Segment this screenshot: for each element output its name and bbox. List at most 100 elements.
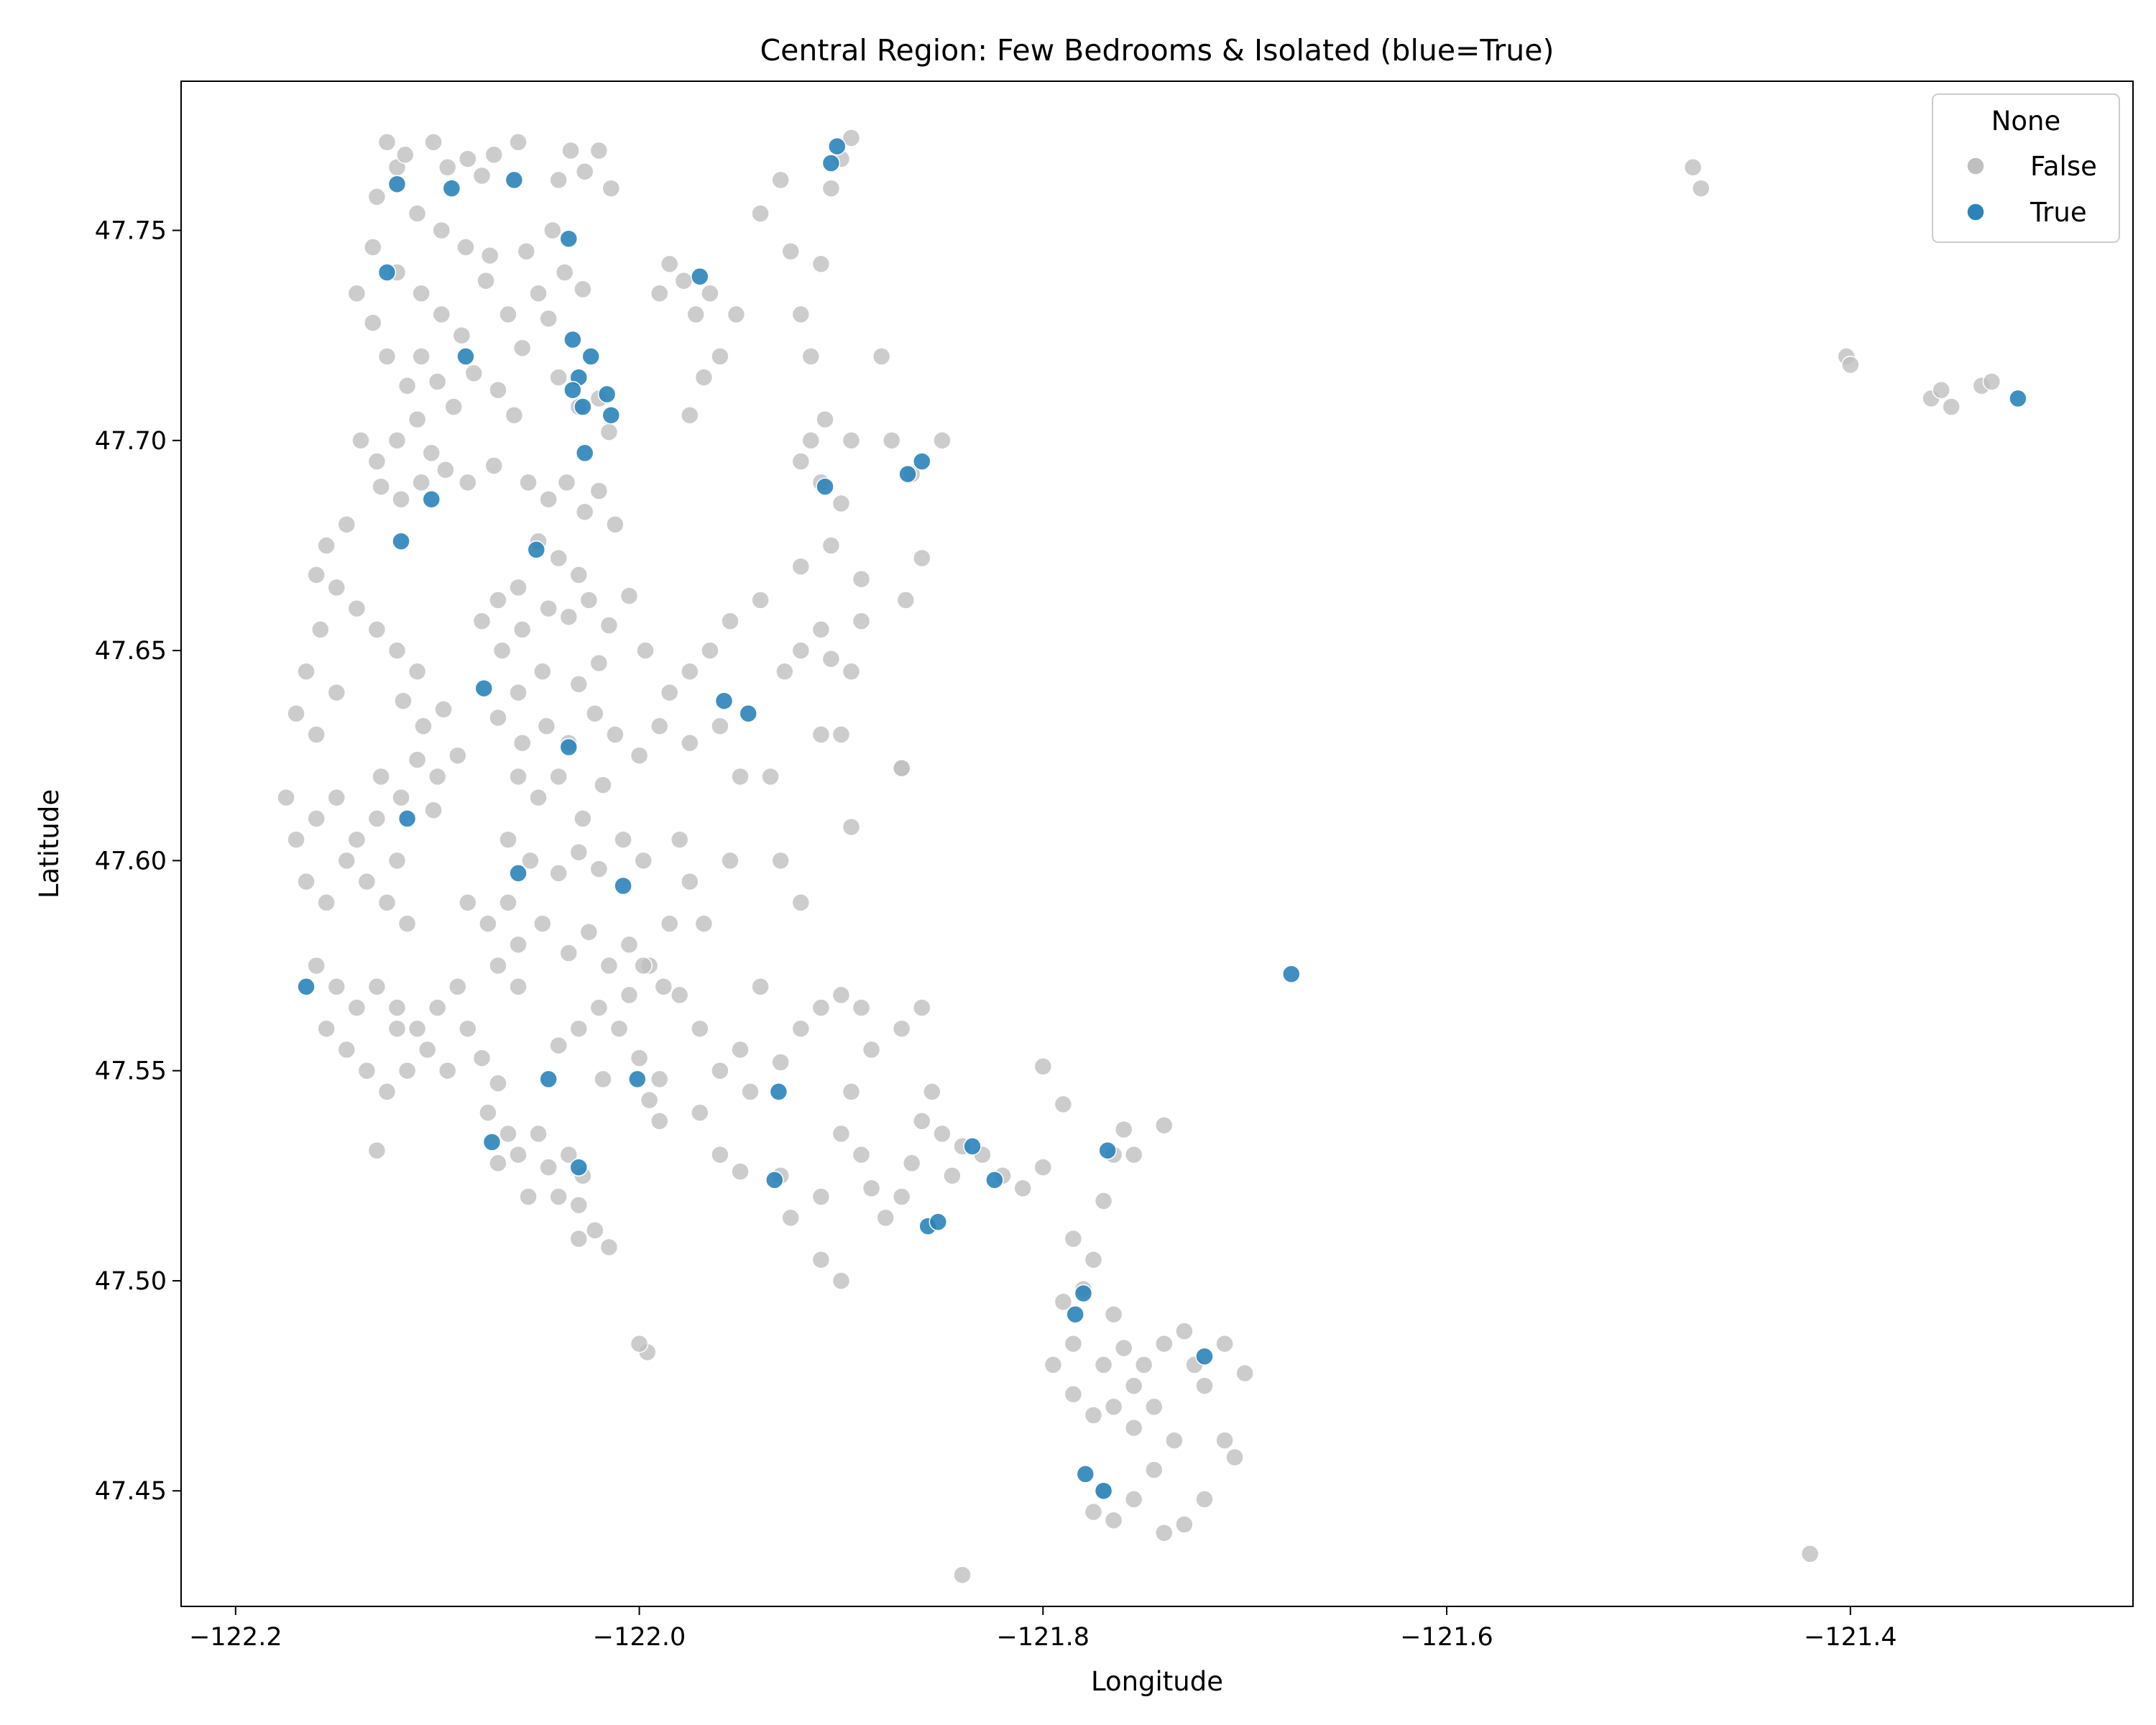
point-false-75	[599, 616, 619, 635]
point-false-172	[357, 1061, 377, 1080]
x-axis: −122.2 −122.0 −121.8 −121.6 −121.4	[189, 1606, 1897, 1652]
legend-label-true: True	[2030, 197, 2087, 228]
point-false-318	[1104, 1397, 1123, 1417]
point-false-237	[701, 641, 719, 660]
point-false-329	[1225, 1448, 1244, 1467]
point-false-322	[1084, 1502, 1103, 1522]
point-false-100	[499, 893, 517, 912]
point-false-112	[694, 914, 714, 933]
point-false-2	[367, 188, 387, 206]
point-false-195	[387, 1019, 407, 1038]
point-true-6	[563, 330, 582, 349]
point-false-143	[407, 750, 427, 769]
point-false-317	[1124, 1418, 1143, 1438]
point-false-167	[407, 1019, 427, 1038]
point-false-308	[1175, 1322, 1194, 1340]
point-false-134	[407, 662, 427, 681]
plot-frame	[180, 80, 2134, 1607]
point-true-1	[442, 179, 461, 198]
point-false-76	[619, 586, 639, 605]
y-axis: 47.45 47.50 47.55 47.60 47.65 47.70 47.75	[95, 217, 181, 1506]
point-false-232	[811, 620, 831, 639]
point-false-340	[1932, 380, 1950, 400]
point-false-254	[741, 1082, 760, 1101]
point-false-234	[775, 662, 794, 681]
point-false-144	[428, 767, 447, 786]
legend: None False True	[1932, 93, 2120, 243]
point-false-287	[811, 1187, 831, 1206]
point-true-23	[913, 452, 931, 471]
point-false-220	[791, 557, 811, 576]
point-false-40	[464, 364, 484, 383]
point-false-10	[407, 204, 427, 223]
point-false-71	[512, 620, 532, 639]
point-false-117	[609, 1019, 629, 1038]
point-false-62	[589, 482, 609, 500]
point-true-27	[397, 809, 417, 828]
point-false-242	[681, 733, 699, 753]
point-false-111	[681, 872, 699, 891]
point-false-145	[448, 746, 467, 765]
point-false-236	[721, 612, 740, 630]
point-false-14	[517, 242, 536, 261]
point-false-131	[347, 599, 367, 618]
point-false-304	[1094, 1356, 1113, 1374]
point-true-10	[573, 397, 592, 416]
point-false-259	[852, 998, 871, 1017]
x-tick-label-1: −122.0	[593, 1623, 686, 1652]
point-true-12	[602, 405, 621, 425]
point-false-6	[459, 150, 477, 168]
point-false-155	[387, 851, 407, 870]
point-false-179	[489, 1074, 507, 1092]
point-false-158	[337, 851, 356, 870]
point-false-209	[801, 347, 821, 366]
point-false-175	[418, 1040, 437, 1059]
point-true-0	[387, 175, 407, 193]
point-false-156	[297, 872, 315, 891]
point-false-279	[791, 893, 811, 912]
point-false-262	[831, 1124, 851, 1144]
point-true-16	[527, 540, 546, 559]
point-false-169	[448, 978, 467, 996]
point-true-25	[739, 704, 757, 723]
point-false-147	[372, 767, 390, 786]
point-true-33	[769, 1082, 788, 1101]
series-false-points	[277, 129, 2001, 1584]
point-false-281	[751, 978, 770, 996]
point-false-210	[811, 254, 831, 274]
point-true-11	[597, 385, 617, 404]
point-false-182	[489, 1154, 507, 1173]
point-false-249	[842, 817, 861, 837]
point-true-44	[1094, 1481, 1113, 1500]
point-false-96	[569, 842, 589, 862]
point-false-15	[549, 170, 568, 190]
point-false-3	[396, 145, 415, 165]
point-false-124	[654, 978, 673, 996]
point-false-312	[1235, 1363, 1254, 1383]
point-true-13	[575, 443, 594, 463]
y-tick-label-4: 47.65	[95, 637, 167, 666]
point-false-98	[614, 830, 632, 849]
point-false-23	[539, 309, 558, 328]
point-false-193	[599, 1238, 619, 1256]
point-false-17	[575, 162, 594, 181]
point-false-142	[434, 700, 453, 719]
point-true-38	[963, 1137, 982, 1156]
point-false-138	[307, 725, 326, 744]
point-false-191	[569, 1229, 589, 1248]
x-tick-label-0: −122.2	[189, 1623, 282, 1652]
point-false-33	[512, 339, 532, 357]
point-false-248	[831, 725, 851, 744]
point-false-24	[364, 238, 382, 257]
point-false-72	[539, 599, 558, 618]
point-false-252	[691, 1019, 709, 1038]
point-false-57	[484, 456, 504, 475]
point-false-227	[896, 591, 916, 610]
point-false-289	[711, 1145, 729, 1164]
point-false-8	[484, 145, 504, 165]
point-false-84	[537, 717, 556, 736]
point-false-271	[943, 1167, 962, 1185]
point-false-35	[377, 347, 397, 366]
point-false-306	[1134, 1356, 1153, 1374]
point-false-341	[1942, 397, 1961, 416]
